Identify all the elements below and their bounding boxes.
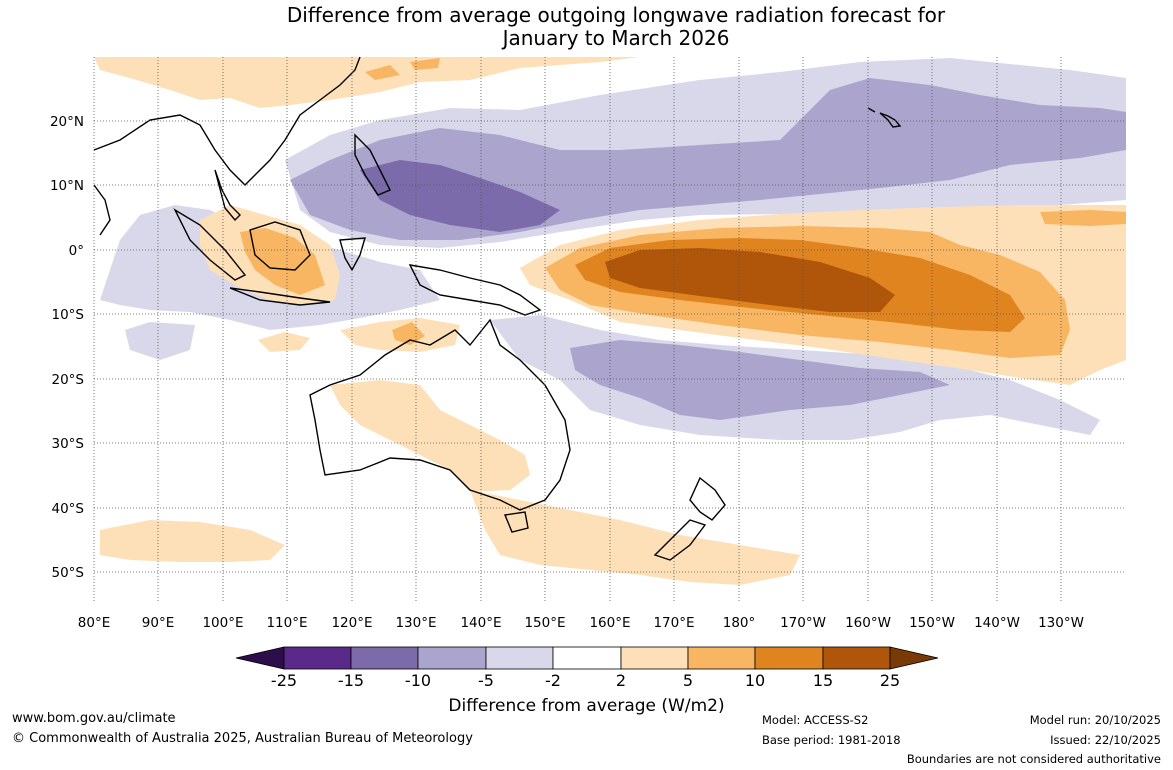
west-negative-small <box>125 322 195 360</box>
website-link[interactable]: www.bom.gov.au/climate <box>12 711 176 726</box>
north-positive-small <box>365 58 440 80</box>
grid-lines <box>93 57 1126 602</box>
x-tick-label: 160°E <box>589 615 630 631</box>
colorbar-tick-label: 2 <box>616 671 626 690</box>
colorbar-bin <box>822 646 891 670</box>
x-tick-label: 90°E <box>142 615 174 631</box>
y-tick-label: 0° <box>69 243 84 259</box>
title-line-1: Difference from average outgoing longwav… <box>286 3 946 27</box>
colorbar-extend-high <box>889 646 939 670</box>
x-tick-label: 130°W <box>1038 615 1084 631</box>
coastline-malay-peninsula <box>214 169 241 222</box>
colorbar-tick-label: 15 <box>813 671 833 690</box>
colorbar-tick-label: -5 <box>478 671 494 690</box>
map-title: Difference from average outgoing longwav… <box>0 4 1173 50</box>
x-axis-labels: 80°E 90°E 100°E 110°E 120°E 130°E 140°E … <box>78 615 1084 631</box>
coastline-australia <box>309 318 571 511</box>
x-tick-label: 80°E <box>78 615 110 631</box>
x-tick-label: 110°E <box>266 615 307 631</box>
colorbar-tick-label: -25 <box>271 671 297 690</box>
maritime-positive-medium <box>240 228 325 295</box>
coastlines <box>93 56 902 561</box>
colorbar-bin <box>283 646 352 670</box>
coastline-tasmania <box>504 511 529 533</box>
x-tick-label: 120°E <box>331 615 372 631</box>
north-positive-region <box>94 57 640 108</box>
coastline-new-guinea <box>408 264 542 316</box>
colorbar-tick-label: 10 <box>745 671 765 690</box>
south-negative-medium <box>570 340 950 420</box>
y-tick-label: 10°S <box>52 307 85 323</box>
coastline-new-zealand <box>653 476 726 561</box>
x-tick-label: 170°E <box>653 615 694 631</box>
australia-positive <box>330 380 530 492</box>
east-pacific-positive <box>1040 210 1126 226</box>
colorbar-title: Difference from average (W/m2) <box>448 696 725 716</box>
colorbar-bin <box>754 646 824 670</box>
colorbar-tick-label: 5 <box>683 671 693 690</box>
y-axis-labels: 20°N 10°N 0° 10°S 20°S 30°S 40°S 50°S <box>50 114 84 581</box>
colorbar-bin <box>417 646 487 670</box>
coastline-hawaii <box>867 107 902 128</box>
colorbar-bin <box>687 646 756 670</box>
colorbar-tick-label: 25 <box>880 671 900 690</box>
x-tick-label: 100°E <box>202 615 243 631</box>
x-tick-label: 150°W <box>909 615 955 631</box>
coastline-asia <box>93 56 361 186</box>
y-tick-label: 10°N <box>50 178 84 194</box>
copyright-text: © Commonwealth of Australia 2025, Austra… <box>12 731 473 746</box>
x-tick-label: 170°W <box>780 615 826 631</box>
north-australia-positive-medium <box>392 322 425 345</box>
x-tick-label: 140°E <box>460 615 501 631</box>
colorbar-extend-low <box>235 646 285 670</box>
title-line-2: January to March 2026 <box>502 26 730 50</box>
issued-date: Issued: 22/10/2025 <box>1050 733 1161 747</box>
colorbar-bin <box>552 646 622 670</box>
coastline-philippines <box>354 133 391 196</box>
southwest-positive <box>100 520 285 562</box>
base-period: Base period: 1981-2018 <box>762 733 901 747</box>
boundary-disclaimer: Boundaries are not considered authoritat… <box>906 752 1161 766</box>
model-run-date: Model run: 20/10/2025 <box>1029 713 1161 727</box>
coastline-java <box>229 287 331 306</box>
colorbar-tick-label: -15 <box>338 671 364 690</box>
coastline-india <box>93 184 111 236</box>
y-tick-label: 30°S <box>52 436 85 452</box>
x-tick-label: 180° <box>723 615 756 631</box>
x-tick-label: 160°W <box>845 615 891 631</box>
colorbar: -25 -15 -10 -5 -2 2 5 10 15 25 <box>235 646 939 690</box>
y-tick-label: 20°N <box>50 114 84 130</box>
x-tick-label: 130°E <box>395 615 436 631</box>
colorbar-bin <box>485 646 554 670</box>
pacific-positive-core <box>605 248 895 312</box>
coastline-sumatra <box>173 208 247 281</box>
coastline-borneo <box>249 221 311 271</box>
colorbar-tick-label: -2 <box>545 671 561 690</box>
colorbar-bin <box>350 646 419 670</box>
x-tick-label: 140°W <box>974 615 1020 631</box>
colorbar-bin <box>620 646 689 670</box>
coastline-sulawesi <box>339 237 366 272</box>
y-tick-label: 40°S <box>52 501 85 517</box>
south-positive-band <box>470 490 800 585</box>
x-tick-label: 150°E <box>524 615 565 631</box>
west-coast-positive <box>258 332 310 352</box>
model-name: Model: ACCESS-S2 <box>762 713 869 727</box>
y-tick-label: 20°S <box>52 372 85 388</box>
colorbar-tick-label: -10 <box>405 671 431 690</box>
y-tick-label: 50°S <box>52 565 85 581</box>
north-negative-core <box>360 160 560 232</box>
